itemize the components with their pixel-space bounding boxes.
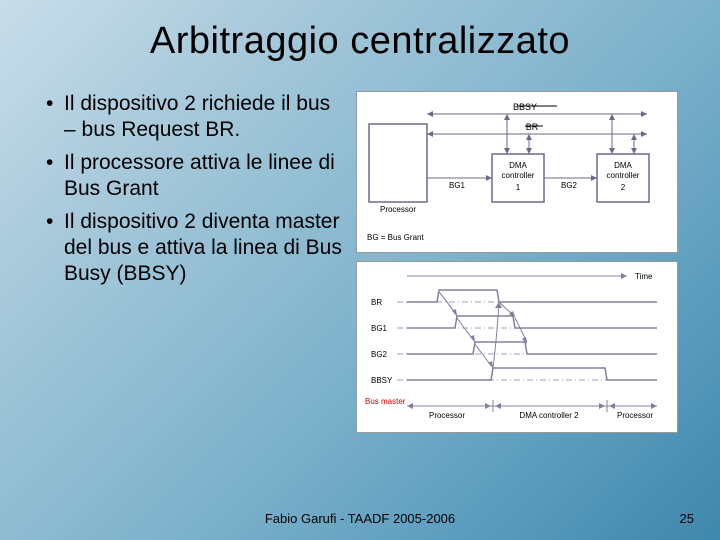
sig-bbsy: BBSY: [371, 376, 393, 385]
bullet-list: Il dispositivo 2 richiede il bus – bus R…: [42, 91, 342, 286]
dma2-bot: 2: [621, 183, 626, 192]
bg2-label: BG2: [561, 181, 578, 190]
content-row: Il dispositivo 2 richiede il bus – bus R…: [42, 91, 678, 441]
slide-title: Arbitraggio centralizzato: [42, 20, 678, 63]
dma2-mid: controller: [607, 171, 640, 180]
bg-caption: BG = Bus Grant: [367, 233, 424, 242]
dma2-top: DMA: [614, 161, 632, 170]
block-diagram: BBSY BR Processor DMA controller 1: [356, 91, 678, 253]
bullet-item: Il processore attiva le linee di Bus Gra…: [42, 150, 342, 201]
footer-text: Fabio Garufi - TAADF 2005-2006: [0, 511, 720, 526]
dma1-bot: 1: [516, 183, 521, 192]
time-label: Time: [635, 272, 653, 281]
sig-br: BR: [371, 298, 382, 307]
diagram-column: BBSY BR Processor DMA controller 1: [356, 91, 678, 441]
slide: Arbitraggio centralizzato Il dispositivo…: [0, 0, 720, 540]
bullet-item: Il dispositivo 2 diventa master del bus …: [42, 209, 342, 286]
page-number: 25: [680, 511, 694, 526]
timing-diagram: Time BR BG1 BG2 BBSY: [356, 261, 678, 433]
bullet-item: Il dispositivo 2 richiede il bus – bus R…: [42, 91, 342, 142]
dma1-mid: controller: [502, 171, 535, 180]
sig-bg2: BG2: [371, 350, 388, 359]
master-proc2: Processor: [617, 411, 653, 420]
bbsy-label: BBSY: [513, 102, 537, 112]
timing-diagram-svg: Time BR BG1 BG2 BBSY: [357, 262, 667, 427]
master-dma2: DMA controller 2: [519, 411, 579, 420]
bg1-label: BG1: [449, 181, 466, 190]
sig-bg1: BG1: [371, 324, 388, 333]
br-label: BR: [526, 122, 539, 132]
master-proc1: Processor: [429, 411, 465, 420]
processor-label: Processor: [380, 205, 416, 214]
bullet-column: Il dispositivo 2 richiede il bus – bus R…: [42, 91, 342, 441]
bus-master-label: Bus master: [365, 397, 406, 406]
block-diagram-svg: BBSY BR Processor DMA controller 1: [357, 92, 667, 247]
dma1-top: DMA: [509, 161, 527, 170]
